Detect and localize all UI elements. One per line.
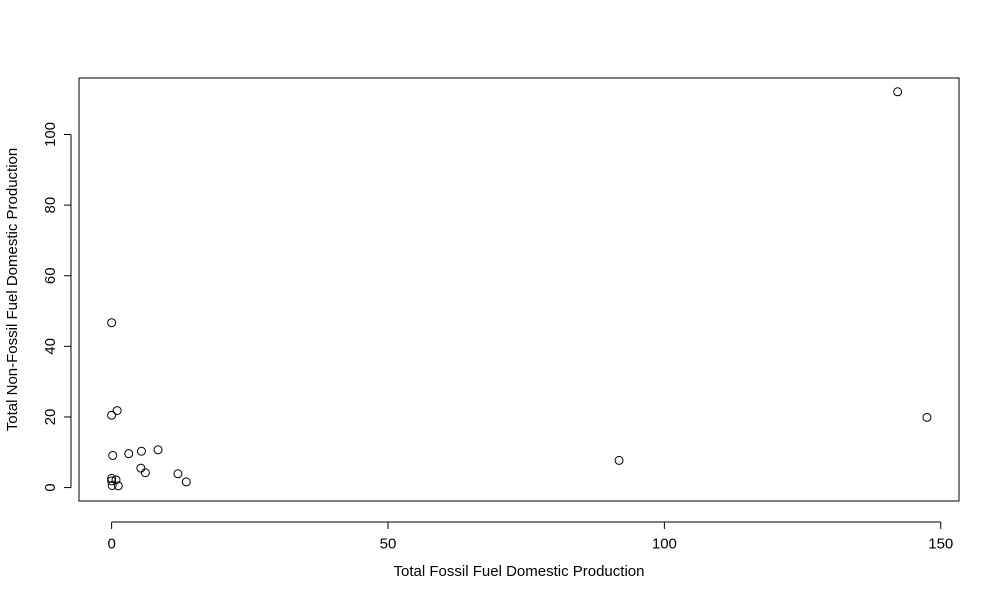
data-point [922, 412, 932, 422]
y-tick-label: 40 [42, 338, 59, 355]
data-point [181, 477, 191, 487]
data-point [113, 481, 123, 491]
data-point [140, 468, 150, 478]
x-tick-label: 50 [380, 535, 397, 552]
data-point [614, 455, 624, 465]
data-point [107, 476, 117, 486]
x-tick-label: 0 [107, 535, 115, 552]
data-point [107, 318, 117, 328]
y-axis: 0 20 40 60 80 100 [42, 122, 72, 492]
data-point [107, 473, 117, 483]
data-points [107, 87, 932, 491]
y-tick-label: 80 [42, 197, 59, 214]
data-point [136, 446, 146, 456]
x-tick-label: 100 [652, 535, 677, 552]
data-point [153, 445, 163, 455]
x-tick-label: 150 [928, 535, 953, 552]
data-point [893, 87, 903, 97]
data-point [107, 410, 117, 420]
y-axis-title: Total Non-Fossil Fuel Domestic Productio… [4, 148, 21, 431]
data-point [173, 469, 183, 479]
y-tick-label: 20 [42, 409, 59, 426]
x-axis: 0 50 100 150 [107, 521, 953, 552]
y-tick-label: 60 [42, 267, 59, 284]
x-axis-title: Total Fossil Fuel Domestic Production [394, 563, 645, 580]
data-point [124, 449, 134, 459]
data-point [108, 450, 118, 460]
data-point [136, 463, 146, 473]
y-tick-label: 100 [42, 122, 59, 147]
data-point [112, 406, 122, 416]
data-point [107, 480, 117, 490]
y-tick-label: 0 [42, 483, 59, 491]
plot-area-frame [78, 77, 960, 502]
